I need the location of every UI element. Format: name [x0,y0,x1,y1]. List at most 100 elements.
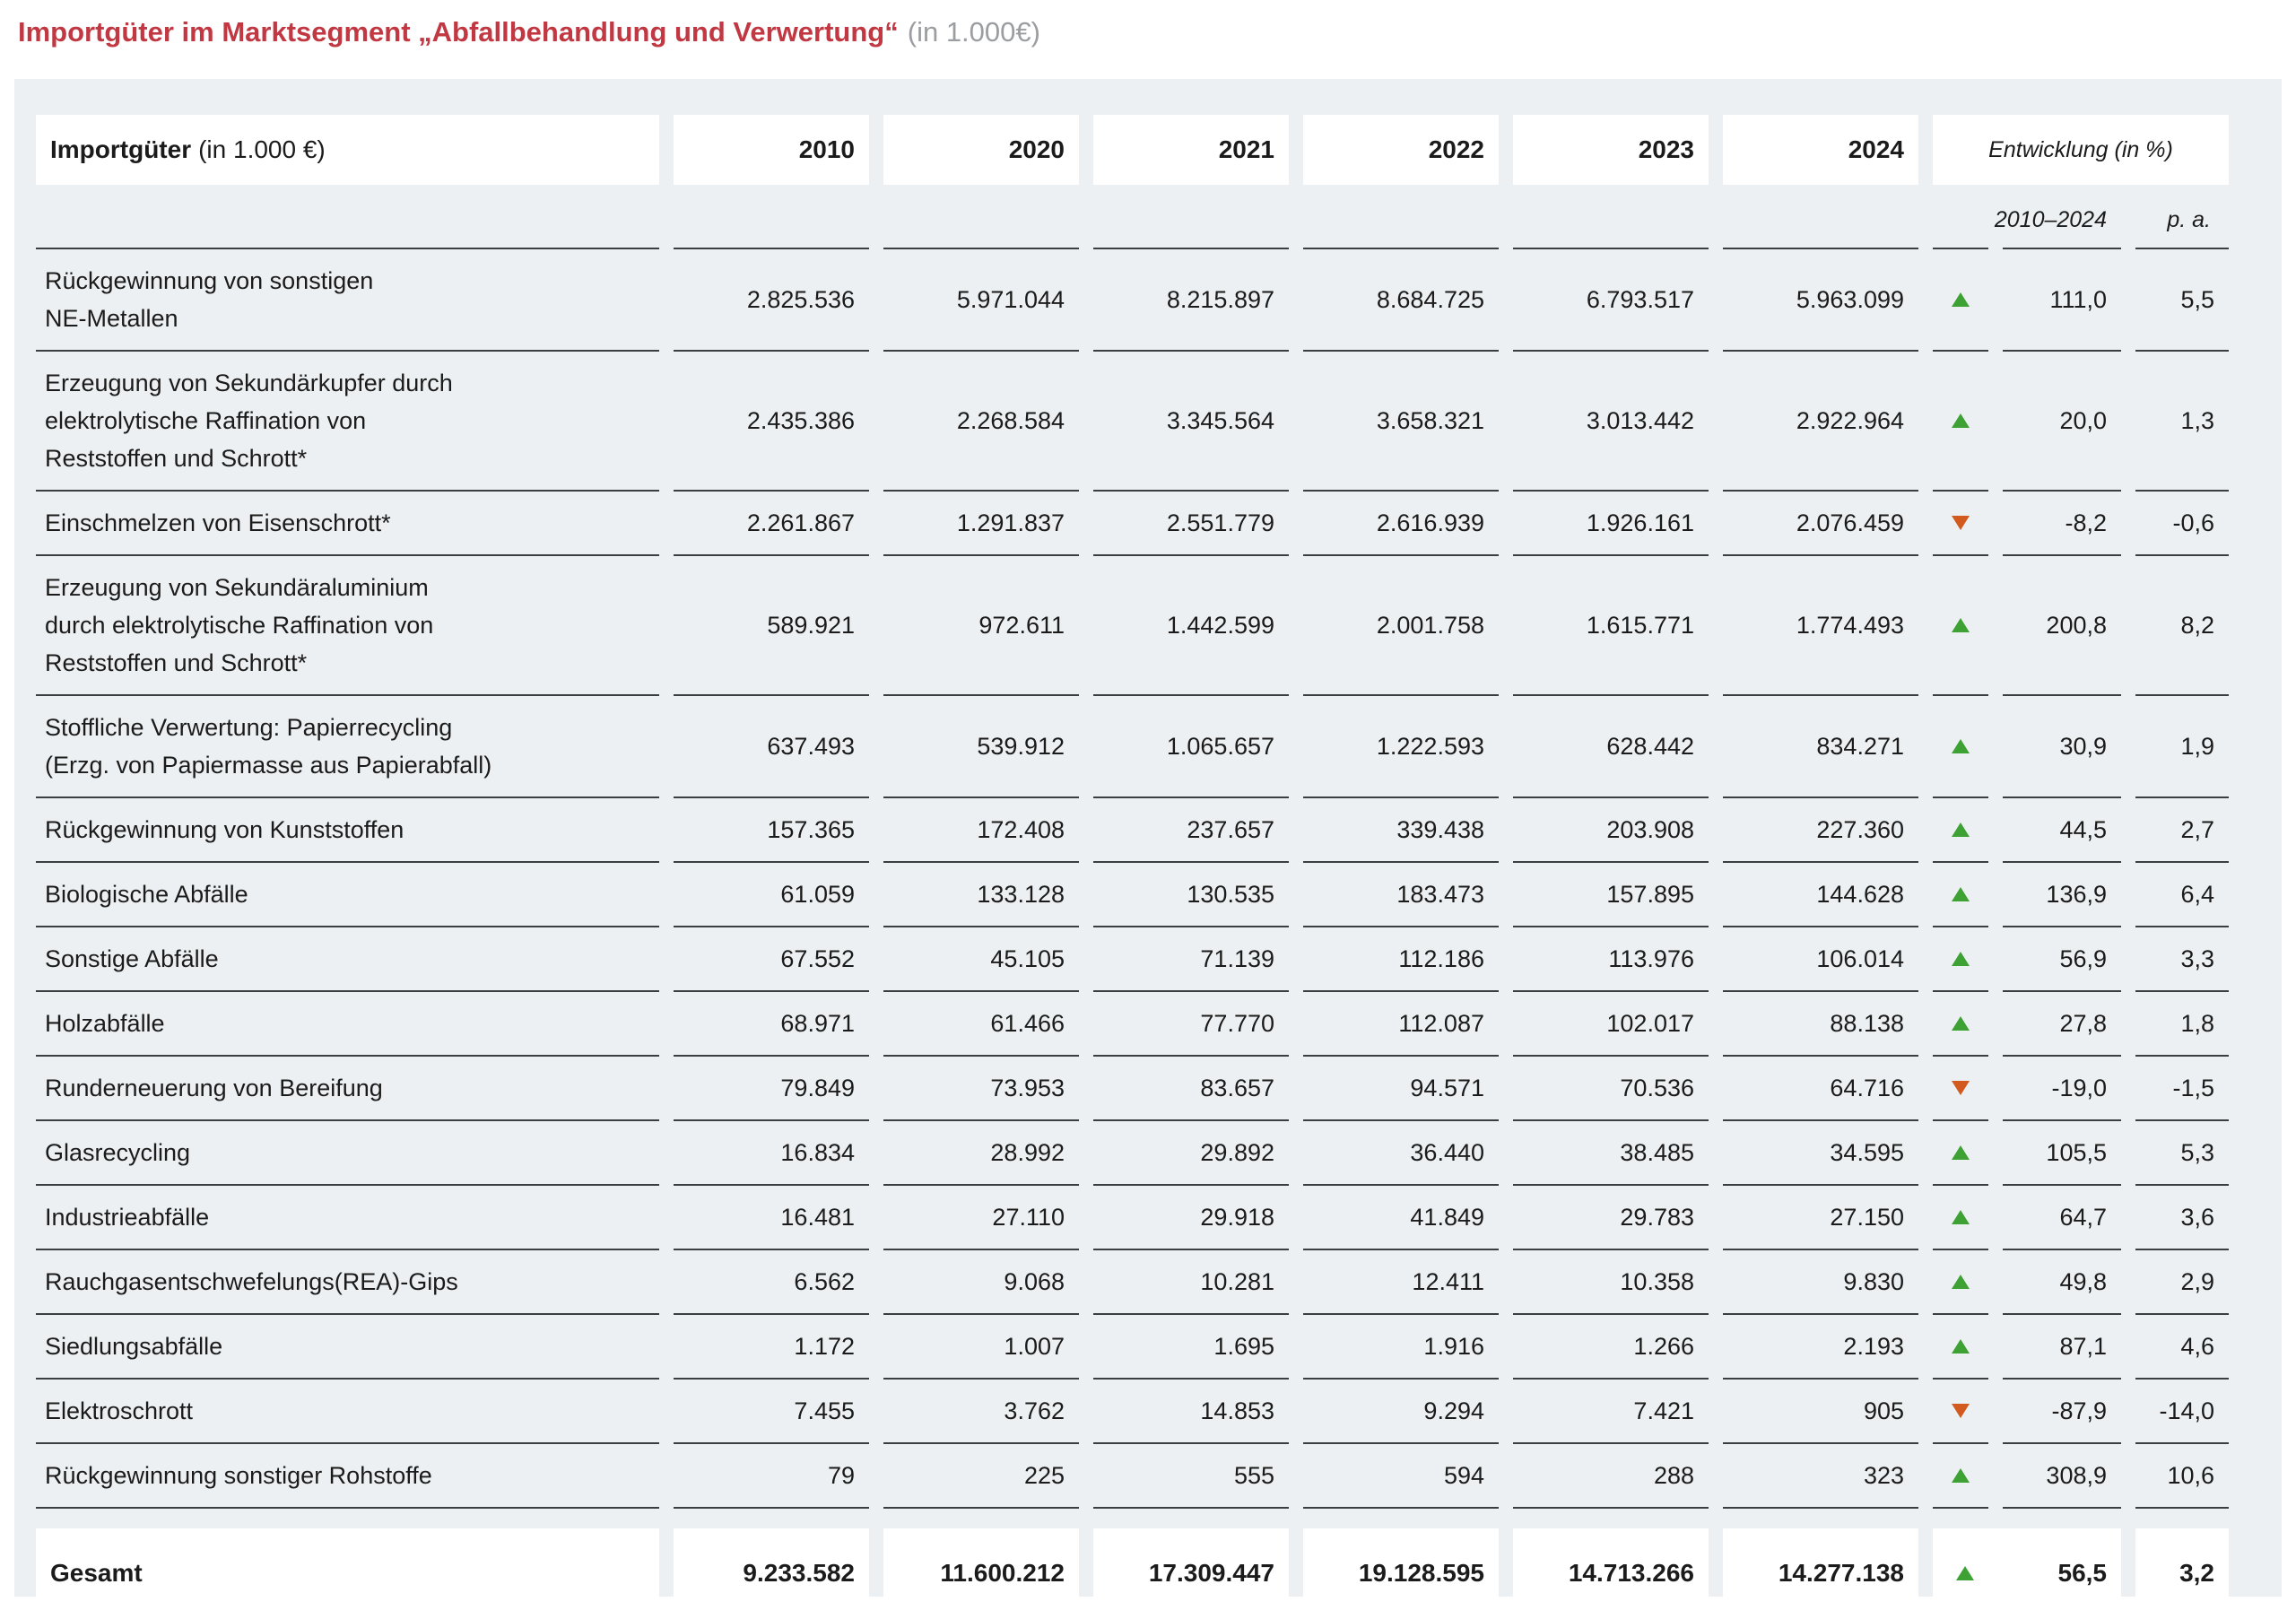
trend-cell [1933,350,1988,490]
development-percent: 200,8 [2003,554,2121,694]
value-2023: 1.615.771 [1513,554,1709,694]
row-label: Industrieabfälle [36,1184,659,1249]
value-2021: 77.770 [1093,990,1289,1055]
development-pa: 3,6 [2135,1184,2229,1249]
page-title: Importgüter im Marktsegment „Abfallbehan… [0,0,2296,50]
trend-triangle-icon [1952,823,1970,837]
header-importgueter-label: Importgüter [50,135,192,163]
value-2023: 203.908 [1513,796,1709,861]
development-pa: 10,6 [2135,1442,2229,1509]
development-percent: -19,0 [2003,1055,2121,1119]
value-2022: 12.411 [1303,1249,1499,1313]
row-label: Rauchgasentschwefelungs(REA)-Gips [36,1249,659,1313]
value-2021: 130.535 [1093,861,1289,926]
development-percent: 27,8 [2003,990,2121,1055]
page-title-unit: (in 1.000€) [907,16,1040,48]
header-year-2022: 2022 [1303,115,1499,185]
table-row: Siedlungsabfälle 1.172 1.007 1.695 1.916… [36,1313,2260,1378]
value-2022: 339.438 [1303,796,1499,861]
development-pa: 6,4 [2135,861,2229,926]
subheader-pa: p. a. [2167,206,2211,232]
development-percent: -8,2 [2003,490,2121,554]
development-percent: 111,0 [2003,248,2121,350]
trend-triangle-icon [1952,1081,1970,1095]
value-2022: 2.616.939 [1303,490,1499,554]
development-percent: 30,9 [2003,694,2121,796]
table-total-row: Gesamt 9.233.582 11.600.212 17.309.447 1… [36,1528,2260,1618]
row-label: Sonstige Abfälle [36,926,659,990]
table-row: Einschmelzen von Eisenschrott* 2.261.867… [36,490,2260,554]
total-2021: 17.309.447 [1093,1528,1289,1618]
total-development-percent: 56,5 [2057,1559,2108,1587]
value-2023: 102.017 [1513,990,1709,1055]
trend-cell [1933,1378,1988,1442]
trend-cell [1933,1184,1988,1249]
row-label: Holzabfälle [36,990,659,1055]
row-label: Rückgewinnung von Kunststoffen [36,796,659,861]
total-development-pa: 3,2 [2135,1528,2229,1618]
table-row: Rückgewinnung von Kunststoffen 157.365 1… [36,796,2260,861]
table-subheader-row: 2010–2024 p. a. [36,192,2260,248]
development-pa: -1,5 [2135,1055,2229,1119]
value-2022: 2.001.758 [1303,554,1499,694]
value-2023: 1.266 [1513,1313,1709,1378]
total-2010: 9.233.582 [674,1528,869,1618]
value-2020: 45.105 [883,926,1079,990]
trend-triangle-icon [1952,1275,1970,1289]
header-year-2023: 2023 [1513,115,1709,185]
header-year-2024: 2024 [1723,115,1918,185]
value-2010: 79.849 [674,1055,869,1119]
value-2021: 83.657 [1093,1055,1289,1119]
table-row: Rückgewinnung sonstiger Rohstoffe 79 225… [36,1442,2260,1509]
value-2020: 539.912 [883,694,1079,796]
trend-triangle-icon [1952,1339,1970,1354]
development-pa: 1,3 [2135,350,2229,490]
value-2024: 27.150 [1723,1184,1918,1249]
trend-cell [1933,1119,1988,1184]
value-2021: 1.442.599 [1093,554,1289,694]
table-row: Industrieabfälle 16.481 27.110 29.918 41… [36,1184,2260,1249]
value-2024: 34.595 [1723,1119,1918,1184]
value-2010: 157.365 [674,796,869,861]
row-label: Siedlungsabfälle [36,1313,659,1378]
value-2020: 3.762 [883,1378,1079,1442]
value-2021: 10.281 [1093,1249,1289,1313]
total-trend-cell: 56,5 [1933,1528,2121,1618]
value-2024: 323 [1723,1442,1918,1509]
trend-cell [1933,1313,1988,1378]
development-pa: -0,6 [2135,490,2229,554]
row-label: Erzeugung von Sekundäraluminium durch el… [36,554,659,694]
table-row: Rückgewinnung von sonstigen NE-Metallen … [36,248,2260,350]
value-2010: 7.455 [674,1378,869,1442]
trend-cell [1933,990,1988,1055]
trend-triangle-icon [1952,952,1970,966]
value-2020: 28.992 [883,1119,1079,1184]
trend-triangle-icon [1952,739,1970,753]
value-2022: 183.473 [1303,861,1499,926]
table-row: Glasrecycling 16.834 28.992 29.892 36.44… [36,1119,2260,1184]
trend-cell [1933,248,1988,350]
table-row: Runderneuerung von Bereifung 79.849 73.9… [36,1055,2260,1119]
value-2020: 2.268.584 [883,350,1079,490]
trend-triangle-icon [1952,1016,1970,1031]
value-2020: 1.007 [883,1313,1079,1378]
value-2023: 6.793.517 [1513,248,1709,350]
value-2022: 1.916 [1303,1313,1499,1378]
header-importgueter: Importgüter (in 1.000 €) [36,115,659,185]
value-2022: 8.684.725 [1303,248,1499,350]
page-title-text: Importgüter im Marktsegment „Abfallbehan… [18,16,899,48]
row-label: Runderneuerung von Bereifung [36,1055,659,1119]
total-2020: 11.600.212 [883,1528,1079,1618]
value-2021: 71.139 [1093,926,1289,990]
value-2024: 5.963.099 [1723,248,1918,350]
trend-cell [1933,1055,1988,1119]
value-2010: 61.059 [674,861,869,926]
value-2010: 6.562 [674,1249,869,1313]
total-2023: 14.713.266 [1513,1528,1709,1618]
development-pa: 5,3 [2135,1119,2229,1184]
value-2023: 113.976 [1513,926,1709,990]
value-2022: 94.571 [1303,1055,1499,1119]
row-label: Erzeugung von Sekundärkupfer durch elekt… [36,350,659,490]
value-2020: 133.128 [883,861,1079,926]
